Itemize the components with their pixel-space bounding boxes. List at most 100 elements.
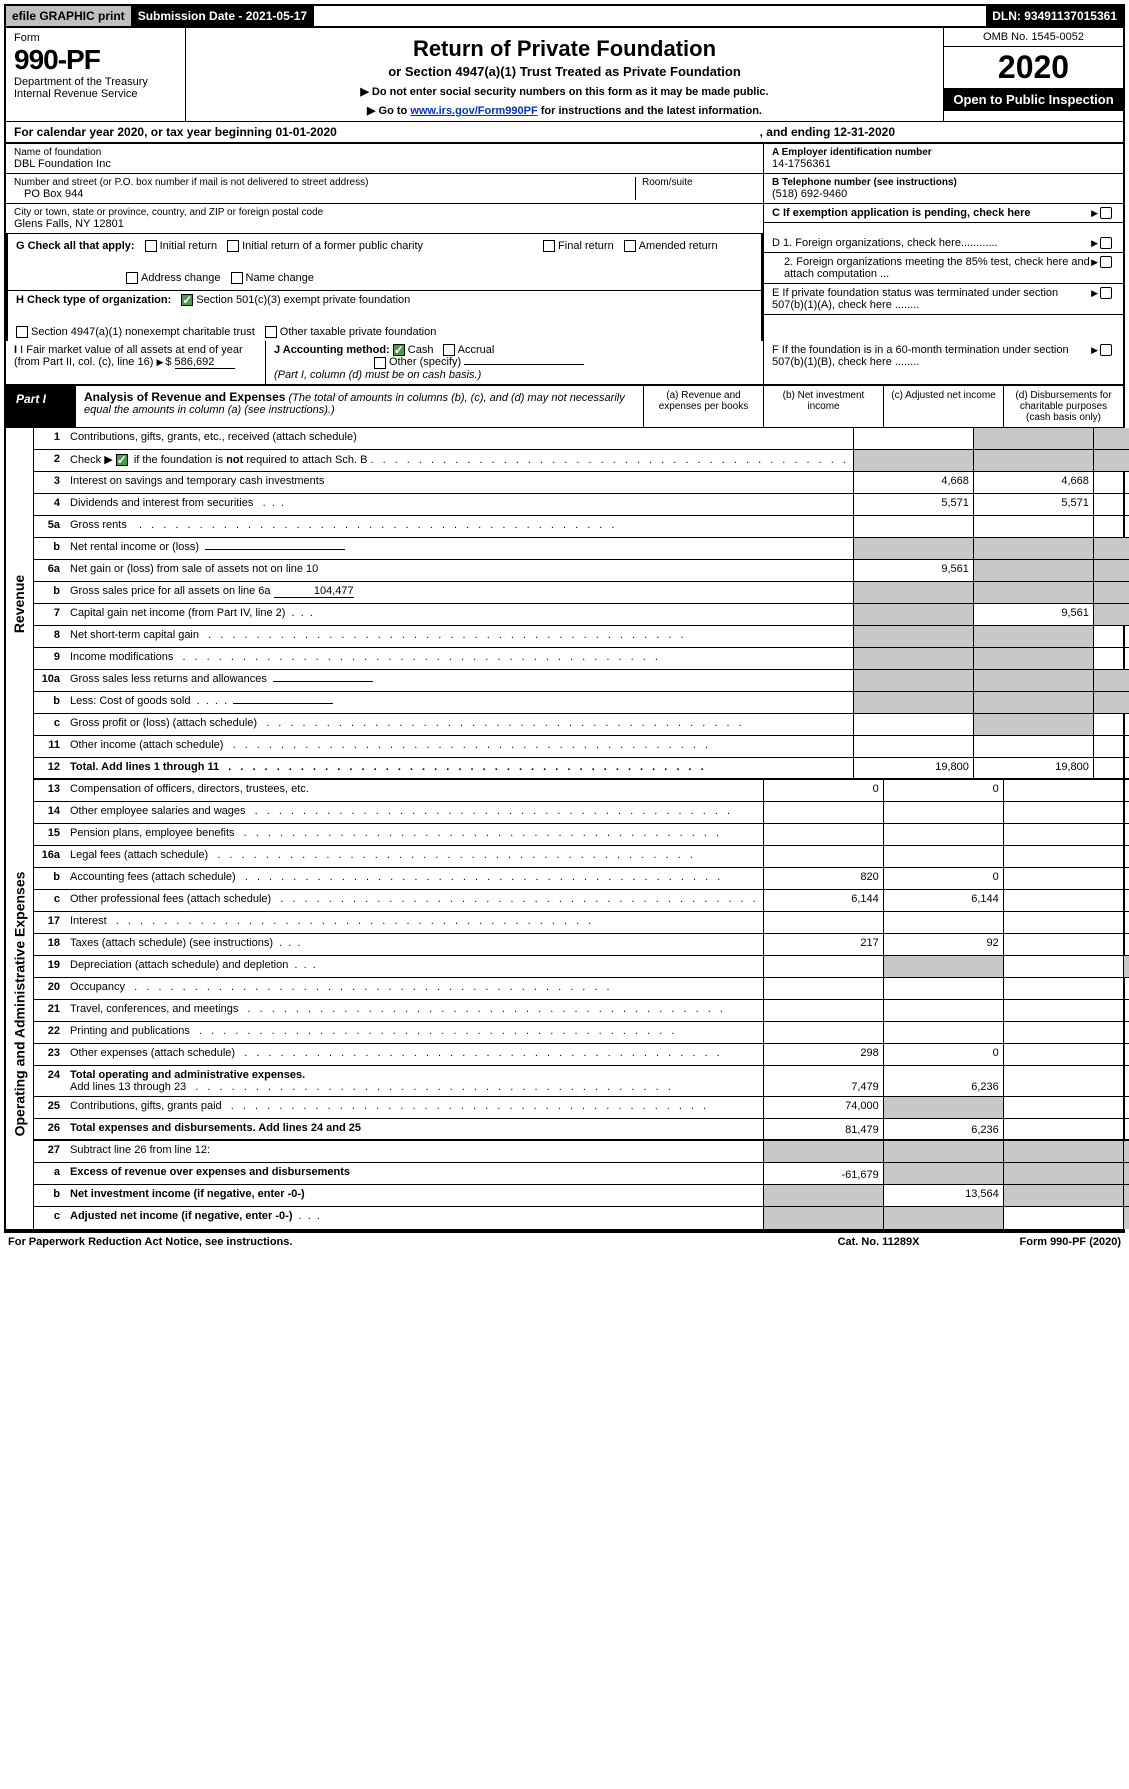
row-15: 15Pension plans, employee benefits — [34, 824, 1129, 846]
g-final-return[interactable] — [543, 240, 555, 252]
revenue-side-label: Revenue — [6, 428, 34, 780]
fmv-value: 586,692 — [175, 356, 235, 369]
i-j-section: I I Fair market value of all assets at e… — [4, 341, 1125, 385]
row-27a: aExcess of revenue over expenses and dis… — [34, 1163, 1129, 1185]
j-accrual[interactable] — [443, 344, 455, 356]
row-21: 21Travel, conferences, and meetings — [34, 1000, 1129, 1022]
row-18: 18Taxes (attach schedule) (see instructi… — [34, 934, 1129, 956]
f-row: F If the foundation is in a 60-month ter… — [763, 341, 1123, 383]
row-14: 14Other employee salaries and wages — [34, 802, 1129, 824]
row-16c: cOther professional fees (attach schedul… — [34, 890, 1129, 912]
d2-row: 2. Foreign organizations meeting the 85%… — [764, 253, 1123, 284]
d1-checkbox[interactable] — [1100, 237, 1112, 249]
row-9: 9Income modifications — [34, 648, 1129, 670]
j-cash[interactable] — [393, 344, 405, 356]
g-amended[interactable] — [624, 240, 636, 252]
address-cell: Number and street (or P.O. box number if… — [6, 174, 763, 204]
row-17: 17Interest — [34, 912, 1129, 934]
h-other-taxable[interactable] — [265, 326, 277, 338]
header-center: Return of Private Foundation or Section … — [186, 28, 943, 121]
row-10b: bLess: Cost of goods sold . . . . — [34, 692, 1129, 714]
h-row: H Check type of organization: Section 50… — [6, 290, 763, 341]
row-27b: bNet investment income (if negative, ent… — [34, 1185, 1129, 1207]
col-b: (b) Net investment income — [763, 386, 883, 427]
row-3: 3Interest on savings and temporary cash … — [34, 472, 1129, 494]
ein-cell: A Employer identification number 14-1756… — [764, 144, 1123, 174]
row-6a: 6aNet gain or (loss) from sale of assets… — [34, 560, 1129, 582]
row-1: 1Contributions, gifts, grants, etc., rec… — [34, 428, 1129, 450]
row-23: 23Other expenses (attach schedule) 29800 — [34, 1044, 1129, 1066]
irs-link[interactable]: www.irs.gov/Form990PF — [410, 105, 537, 117]
row-22: 22Printing and publications — [34, 1022, 1129, 1044]
row-2: 2Check ▶ if the foundation is not requir… — [34, 450, 1129, 472]
row-27c: cAdjusted net income (if negative, enter… — [34, 1207, 1129, 1229]
omb-number: OMB No. 1545-0052 — [944, 28, 1123, 47]
g-initial-return[interactable] — [145, 240, 157, 252]
col-a: (a) Revenue and expenses per books — [643, 386, 763, 427]
j-cell: J Accounting method: Cash Accrual Other … — [266, 341, 763, 383]
address: PO Box 944 — [14, 188, 635, 200]
form-number: 990-PF — [14, 44, 177, 76]
g-name-change[interactable] — [231, 272, 243, 284]
row-13: 13Compensation of officers, directors, t… — [34, 780, 1129, 802]
cat-no: Cat. No. 11289X — [838, 1236, 920, 1248]
row-7: 7Capital gain net income (from Part IV, … — [34, 604, 1129, 626]
revenue-section: Revenue 1Contributions, gifts, grants, e… — [4, 428, 1125, 780]
row-12: 12Total. Add lines 1 through 11 19,80019… — [34, 758, 1129, 780]
form-word: Form — [14, 32, 177, 44]
e-checkbox[interactable] — [1100, 287, 1112, 299]
efile-print-button[interactable]: efile GRAPHIC print — [6, 6, 132, 26]
expenses-side-label: Operating and Administrative Expenses — [6, 780, 34, 1229]
sch-b-checkbox[interactable] — [116, 454, 128, 466]
row-16b: bAccounting fees (attach schedule) 82008… — [34, 868, 1129, 890]
d2-checkbox[interactable] — [1100, 256, 1112, 268]
e-row: E If private foundation status was termi… — [764, 284, 1123, 315]
row-10a: 10aGross sales less returns and allowanc… — [34, 670, 1129, 692]
h-4947[interactable] — [16, 326, 28, 338]
row-24: 24Total operating and administrative exp… — [34, 1066, 1129, 1097]
city-state-zip: Glens Falls, NY 12801 — [14, 218, 755, 230]
row-19: 19Depreciation (attach schedule) and dep… — [34, 956, 1129, 978]
row-5b: bNet rental income or (loss) — [34, 538, 1129, 560]
col-d: (d) Disbursements for charitable purpose… — [1003, 386, 1123, 427]
foundation-name-cell: Name of foundation DBL Foundation Inc — [6, 144, 763, 174]
phone-cell: B Telephone number (see instructions) (5… — [764, 174, 1123, 204]
row-4: 4Dividends and interest from securities … — [34, 494, 1129, 516]
d1-row: D 1. Foreign organizations, check here..… — [764, 234, 1123, 253]
form-subtitle: or Section 4947(a)(1) Trust Treated as P… — [196, 64, 933, 79]
c-checkbox[interactable] — [1100, 207, 1112, 219]
row-26: 26Total expenses and disbursements. Add … — [34, 1119, 1129, 1141]
form-title: Return of Private Foundation — [196, 36, 933, 62]
dept: Department of the Treasury — [14, 76, 177, 88]
header-left: Form 990-PF Department of the Treasury I… — [6, 28, 186, 121]
form-header: Form 990-PF Department of the Treasury I… — [4, 28, 1125, 121]
g-address-change[interactable] — [126, 272, 138, 284]
row-20: 20Occupancy — [34, 978, 1129, 1000]
c-exemption: C If exemption application is pending, c… — [764, 204, 1123, 223]
h-501c3[interactable] — [181, 294, 193, 306]
row-5a: 5aGross rents — [34, 516, 1129, 538]
expenses-section: Operating and Administrative Expenses 13… — [4, 780, 1125, 1231]
row-27: 27Subtract line 26 from line 12: — [34, 1141, 1129, 1163]
row-16a: 16aLegal fees (attach schedule) — [34, 846, 1129, 868]
j-other[interactable] — [374, 357, 386, 369]
phone: (518) 692-9460 — [772, 188, 1115, 200]
submission-date: Submission Date - 2021-05-17 — [132, 6, 314, 26]
g-initial-former[interactable] — [227, 240, 239, 252]
row-11: 11Other income (attach schedule) — [34, 736, 1129, 758]
col-c: (c) Adjusted net income — [883, 386, 1003, 427]
page-footer: For Paperwork Reduction Act Notice, see … — [4, 1231, 1125, 1251]
paperwork-notice: For Paperwork Reduction Act Notice, see … — [8, 1236, 292, 1248]
part1-header: Part I Analysis of Revenue and Expenses … — [4, 386, 1125, 428]
city-cell: City or town, state or province, country… — [6, 204, 763, 234]
row-6b: bGross sales price for all assets on lin… — [34, 582, 1129, 604]
form-ref: Form 990-PF (2020) — [1020, 1236, 1122, 1248]
f-checkbox[interactable] — [1100, 344, 1112, 356]
foundation-name: DBL Foundation Inc — [14, 158, 755, 170]
part1-label: Part I — [6, 386, 76, 427]
calendar-year-row: For calendar year 2020, or tax year begi… — [4, 121, 1125, 144]
goto-note: ▶ Go to www.irs.gov/Form990PF for instru… — [196, 104, 933, 117]
row-8: 8Net short-term capital gain — [34, 626, 1129, 648]
irs: Internal Revenue Service — [14, 88, 177, 100]
g-row: G Check all that apply: Initial return I… — [6, 234, 763, 290]
